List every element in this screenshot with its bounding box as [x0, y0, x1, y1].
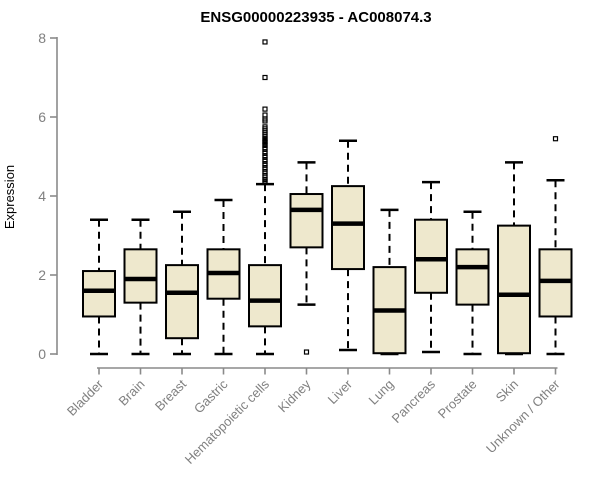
iqr-box — [331, 185, 365, 271]
x-tick-label: Unknown / Other — [483, 376, 563, 456]
x-tick-label: Liver — [325, 376, 356, 407]
box-liver — [331, 139, 365, 352]
box-pancreas — [414, 180, 448, 354]
chart-title: ENSG00000223935 - AC008074.3 — [200, 9, 431, 26]
y-axis-title: Expression — [2, 165, 17, 229]
outlier-point — [262, 106, 268, 112]
iqr-box — [414, 218, 448, 294]
iqr-box — [82, 270, 116, 318]
box-hematopoietic-cells — [248, 39, 282, 356]
x-tick-label: Brain — [116, 377, 148, 409]
iqr-box — [497, 224, 531, 355]
y-tick-label: 8 — [38, 30, 46, 46]
box-brain — [123, 218, 158, 356]
x-tick-label: Prostate — [435, 377, 480, 422]
x-tick-label: Bladder — [64, 376, 107, 419]
outlier-point — [303, 349, 310, 355]
iqr-box — [123, 248, 158, 304]
outlier-point — [262, 74, 268, 81]
box-breast — [165, 210, 199, 356]
iqr-box — [248, 264, 282, 328]
box-gastric — [206, 198, 241, 356]
iqr-box — [289, 193, 324, 249]
x-tick-label: Gastric — [191, 376, 231, 416]
box-kidney — [289, 161, 324, 355]
x-tick-label: Skin — [493, 377, 521, 405]
box-unknown-other — [538, 136, 573, 356]
box-bladder — [82, 218, 116, 356]
iqr-box — [165, 264, 199, 340]
y-tick-label: 0 — [38, 346, 46, 362]
outlier-point — [262, 39, 268, 45]
y-tick-label: 2 — [38, 267, 46, 283]
x-tick-label: Breast — [152, 376, 189, 413]
x-tick-label: Kidney — [275, 376, 314, 415]
outlier-point — [552, 136, 559, 142]
y-tick-label: 4 — [38, 188, 46, 204]
outlier-point — [262, 179, 268, 185]
box-lung — [372, 208, 407, 356]
box-prostate — [455, 210, 490, 356]
x-tick-label: Pancreas — [389, 376, 439, 426]
x-tick-label: Lung — [366, 377, 397, 408]
y-tick-label: 6 — [38, 109, 46, 125]
box-skin — [497, 161, 531, 356]
iqr-box — [455, 248, 490, 306]
outlier-point — [262, 118, 268, 124]
